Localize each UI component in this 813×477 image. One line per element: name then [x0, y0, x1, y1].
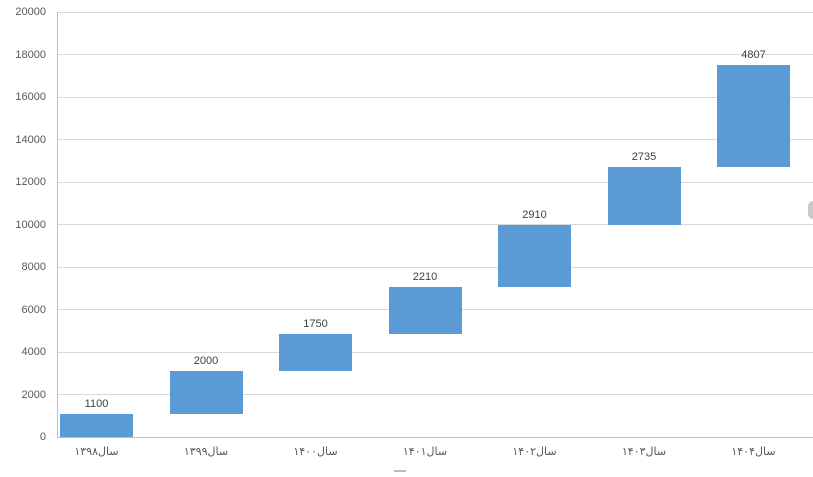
gridline-8000 [57, 266, 813, 268]
data-label-4: 2210 [412, 270, 438, 283]
x-tick-label-7: سال۱۴۰۴ [731, 445, 776, 458]
y-tick-label-12000: 12000 [15, 176, 46, 188]
y-tick-label-16000: 16000 [15, 91, 46, 103]
bar-2[interactable] [169, 371, 243, 414]
y-tick-label-6000: 6000 [21, 303, 46, 316]
gridline-20000 [57, 11, 813, 13]
gridline-10000 [57, 224, 813, 225]
x-tick-label-3: سال۱۴۰۰ [293, 445, 338, 458]
data-label-1: 1100 [84, 397, 109, 410]
y-tick-label-8000: 8000 [21, 261, 46, 273]
x-tick-label-1: سال۱۳۹۸ [74, 445, 119, 458]
right-edge-cutoff-circle [808, 201, 813, 219]
y-tick-label-20000: 20000 [15, 6, 46, 18]
data-label-5: 2910 [522, 209, 547, 222]
bar-5[interactable] [498, 225, 571, 287]
x-tick-label-2: سال۱۳۹۹ [183, 445, 229, 458]
y-tick-label-18000: 18000 [15, 48, 46, 61]
bottom-cutoff-mark [394, 470, 406, 472]
gridline-14000 [57, 139, 813, 140]
data-label-6: 2735 [631, 151, 657, 164]
data-label-2: 2000 [193, 355, 219, 368]
y-tick-label-4000: 4000 [21, 346, 46, 358]
bar-1[interactable] [60, 413, 133, 437]
y-tick-label-2000: 2000 [21, 388, 46, 401]
y-tick-label-10000: 10000 [15, 218, 46, 231]
gridline-16000 [57, 96, 813, 98]
x-axis-line [57, 437, 813, 438]
x-tick-label-4: سال۱۴۰۱ [402, 445, 448, 458]
gridline-18000 [57, 54, 813, 55]
data-label-7: 4807 [741, 48, 766, 61]
y-tick-label-0: 0 [39, 431, 46, 443]
x-tick-label-6: سال۱۴۰۳ [621, 445, 667, 458]
gridline-4000 [57, 351, 813, 353]
data-label-3: 1750 [303, 317, 328, 330]
bar-3[interactable] [279, 333, 352, 372]
y-axis-line [57, 12, 58, 437]
bar-4[interactable] [388, 286, 462, 334]
x-tick-label-5: سال۱۴۰۲ [512, 445, 557, 458]
y-tick-label-14000: 14000 [15, 133, 46, 146]
bar-7[interactable] [717, 64, 790, 167]
bar-6[interactable] [607, 167, 681, 226]
gridline-12000 [57, 181, 813, 183]
gridline-2000 [57, 394, 813, 395]
